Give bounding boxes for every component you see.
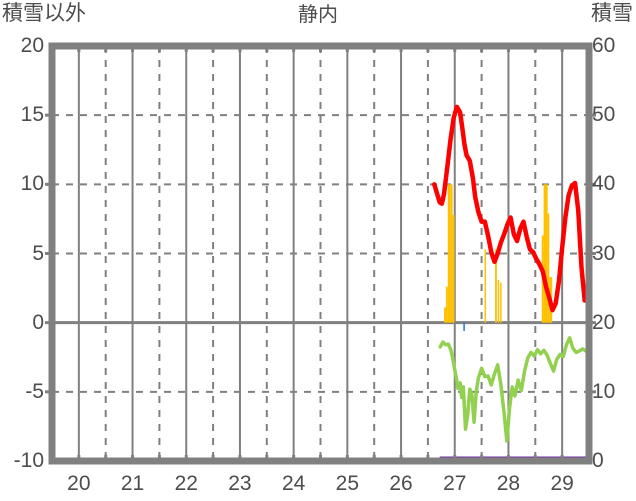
y-axis-left-tick-label: -10 — [13, 449, 44, 472]
bar — [452, 214, 455, 323]
y-axis-right-tick-label: 30 — [592, 241, 616, 265]
right-axis-title: 積雪 — [591, 1, 633, 25]
x-axis-tick-label: 23 — [228, 472, 252, 495]
x-axis-tick-label: 21 — [120, 472, 145, 495]
bar — [500, 282, 502, 323]
y-axis-right-tick-label: 0 — [592, 449, 604, 472]
y-axis-left-tick-label: 15 — [20, 103, 44, 127]
y-axis-right-tick-label: 40 — [592, 172, 616, 196]
x-axis-tick-label: 20 — [67, 472, 91, 495]
left-axis-title: 積雪以外 — [2, 1, 86, 25]
bar — [463, 322, 465, 331]
bar — [497, 279, 500, 323]
bar — [484, 249, 487, 323]
axis-ticks-layer — [45, 45, 596, 462]
grid-layer — [52, 46, 589, 461]
x-axis-tick-label: 25 — [335, 472, 360, 495]
y-axis-left-tick-label: -5 — [25, 379, 44, 403]
y-axis-left-tick-label: 0 — [32, 310, 44, 334]
bar — [547, 213, 550, 323]
y-axis-left-tick-label: 5 — [32, 241, 44, 265]
series-line — [432, 104, 587, 313]
x-axis-tick-label: 28 — [496, 472, 521, 495]
series-line — [438, 336, 588, 443]
y-axis-right-tick-label: 10 — [592, 379, 616, 403]
x-axis-tick-label: 24 — [281, 472, 306, 495]
bar — [543, 184, 548, 323]
y-axis-left-tick-label: 10 — [20, 172, 44, 196]
x-axis-tick-label: 22 — [174, 472, 198, 495]
series-lines-layer — [432, 104, 588, 443]
x-axis-tick-label: 26 — [389, 472, 413, 495]
x-axis-tick-label: 27 — [443, 472, 467, 495]
bar — [447, 184, 451, 323]
y-axis-right-tick-label: 50 — [592, 103, 616, 127]
chart-title: 静内 — [298, 2, 338, 26]
bar — [445, 286, 448, 323]
y-axis-left-tick-label: 20 — [20, 34, 44, 57]
bar — [450, 184, 453, 323]
x-axis-tick-label: 29 — [550, 472, 574, 495]
y-axis-right-tick-label: 60 — [592, 34, 616, 57]
y-axis-right-tick-label: 20 — [592, 310, 616, 334]
bar — [444, 307, 446, 323]
bar — [495, 249, 497, 323]
